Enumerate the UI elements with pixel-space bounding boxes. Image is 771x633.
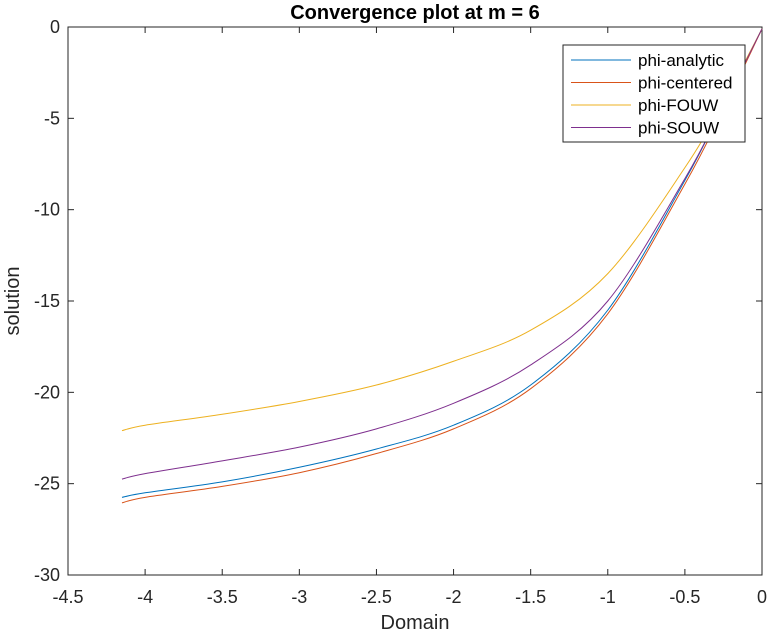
y-axis-label: solution [2, 267, 24, 336]
legend-entry-phi-centered: phi-centered [638, 74, 733, 93]
legend: phi-analytic phi-centered phi-FOUW phi-SOUW [562, 44, 746, 143]
series-line-phi-FOUW [121, 28, 763, 432]
y-tick-label: 0 [50, 17, 60, 37]
x-tick-label: -1.5 [515, 587, 546, 607]
series-lines [121, 28, 763, 504]
x-tick-label: -1 [600, 587, 616, 607]
y-tick-label: -30 [34, 565, 60, 585]
y-tick-label: -20 [34, 382, 60, 402]
x-tick-label: -4.5 [52, 587, 83, 607]
x-tick-label: -3.5 [207, 587, 238, 607]
chart-title: Convergence plot at m = 6 [290, 2, 540, 24]
legend-entry-phi-analytic: phi-analytic [638, 51, 724, 70]
x-tick-label: -2 [446, 587, 462, 607]
series-line-phi-centered [121, 28, 763, 504]
series-line-phi-SOUW [121, 28, 763, 480]
y-tick-label: -15 [34, 291, 60, 311]
y-tick-label: -10 [34, 200, 60, 220]
y-tick-label: -25 [34, 474, 60, 494]
x-tick-label: -2.5 [361, 587, 392, 607]
legend-box [562, 44, 746, 143]
x-tick-label: -4 [137, 587, 153, 607]
x-tick-label: -0.5 [669, 587, 700, 607]
x-axis-label: Domain [381, 612, 450, 633]
x-tick-label: 0 [757, 587, 767, 607]
legend-entry-phi-SOUW: phi-SOUW [638, 119, 719, 138]
legend-entry-phi-FOUW: phi-FOUW [638, 96, 718, 115]
x-tick-label: -3 [291, 587, 307, 607]
y-tick-label: -5 [44, 108, 60, 128]
axis-ticks: -4.5 -4 -3.5 -3 -2.5 -2 -1.5 -1 -0.5 0 0 -5 -10 -15 -2… [34, 17, 767, 607]
